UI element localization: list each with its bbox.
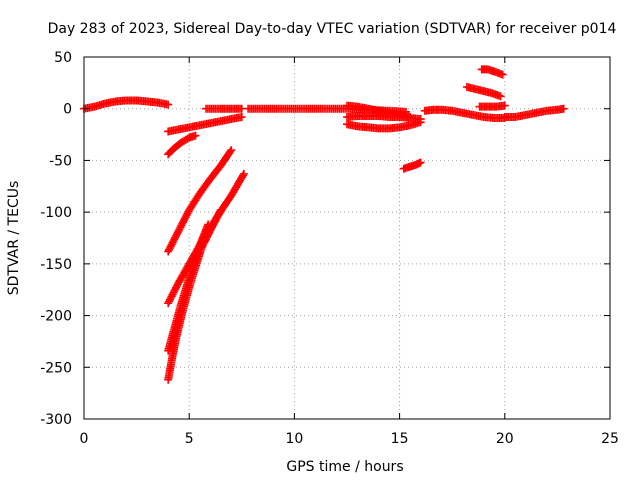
y-tick-label: -150 xyxy=(40,257,72,273)
data-point xyxy=(216,206,225,215)
data-points-layer xyxy=(80,65,568,384)
ticks-layer: 0 5 10 15 20 25 -300 -250 -200 -150 -100 -50 0 50 xyxy=(40,50,619,447)
y-tick-label: 0 xyxy=(63,102,72,118)
series-arc-4 xyxy=(164,146,236,256)
x-axis-title: GPS time / hours xyxy=(286,459,403,475)
data-point xyxy=(164,100,173,109)
x-tick-label: 20 xyxy=(496,431,514,447)
data-point xyxy=(496,92,505,101)
data-point xyxy=(498,70,507,79)
data-point xyxy=(416,158,425,167)
series-arc-18 xyxy=(500,104,568,121)
data-point xyxy=(215,207,224,216)
series-arc-14 xyxy=(420,105,509,123)
series-arc-15 xyxy=(477,65,507,79)
x-tick-label: 25 xyxy=(601,431,619,447)
data-point xyxy=(416,118,425,127)
y-tick-label: 50 xyxy=(54,50,72,66)
data-point xyxy=(227,146,236,155)
series-arc-13 xyxy=(399,158,425,173)
x-tick-label: 15 xyxy=(391,431,409,447)
x-tick-label: 5 xyxy=(185,431,194,447)
y-axis-title: SDTVAR / TECUs xyxy=(6,181,22,296)
series-arc-12 xyxy=(343,101,415,121)
series-arc-2 xyxy=(164,112,246,136)
data-point xyxy=(238,171,247,180)
data-point xyxy=(500,101,509,110)
y-tick-label: -250 xyxy=(40,360,72,376)
series-arc-8 xyxy=(202,104,246,113)
series-arc-17 xyxy=(475,101,509,111)
x-tick-label: 10 xyxy=(285,431,303,447)
series-arc-11 xyxy=(343,118,425,133)
x-tick-label: 0 xyxy=(80,431,89,447)
y-tick-label: -300 xyxy=(40,412,72,428)
data-point xyxy=(239,169,248,178)
data-point xyxy=(204,220,213,229)
series-arc-3 xyxy=(164,131,200,159)
y-tick-label: -50 xyxy=(49,153,72,169)
y-tick-label: -200 xyxy=(40,309,72,325)
data-point xyxy=(191,131,200,140)
plot-frame xyxy=(83,56,611,420)
y-tick-label: -100 xyxy=(40,205,72,221)
series-arc-1 xyxy=(80,96,173,113)
data-point xyxy=(226,147,235,156)
series-arc-7 xyxy=(164,220,213,355)
data-point xyxy=(406,112,415,121)
data-point xyxy=(237,112,246,121)
data-point xyxy=(559,104,568,113)
chart-title: Day 283 of 2023, Sidereal Day-to-day VTE… xyxy=(48,21,617,37)
series-arc-16 xyxy=(462,82,505,101)
